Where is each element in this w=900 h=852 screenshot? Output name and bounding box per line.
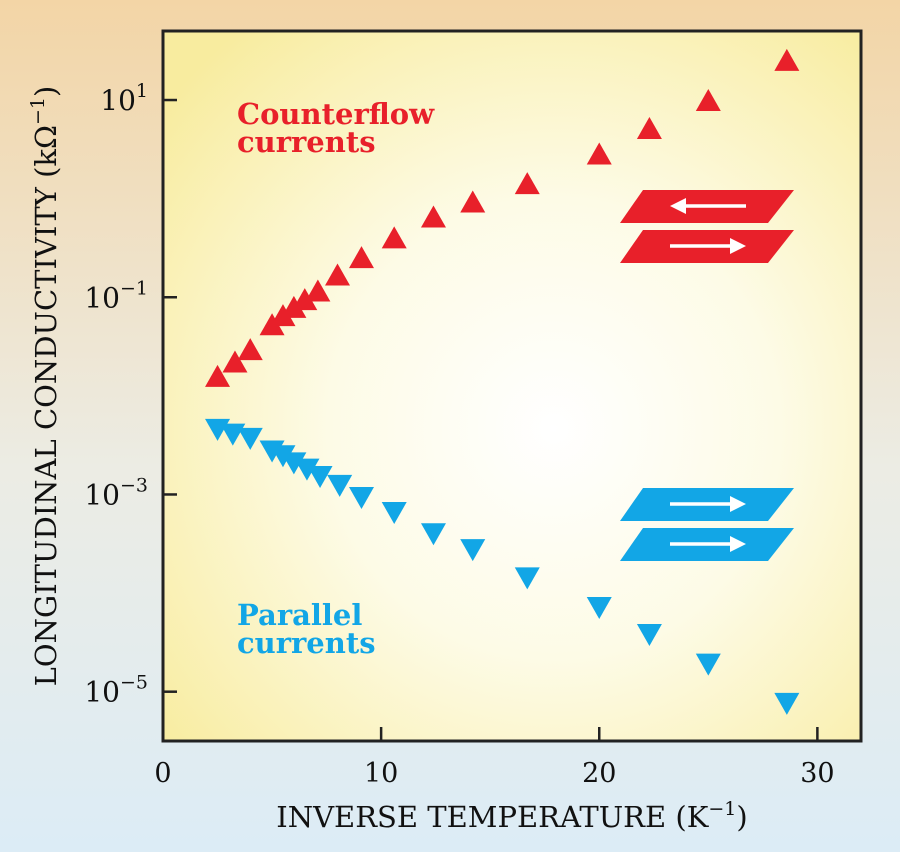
parallel-marker [420, 523, 446, 546]
parallel-marker [586, 597, 612, 620]
axis-ticks: 0 10 20 30 101 10−1 10−3 10−5 [84, 80, 834, 789]
x-tick-label: 0 [154, 758, 171, 789]
y-tick-label: 10−5 [84, 672, 148, 709]
x-axis-label: INVERSE TEMPERATURE (K−1) [276, 798, 747, 834]
parallel-marker [281, 452, 307, 475]
parallel-marker [695, 653, 721, 676]
arrow-left-icon [670, 198, 686, 214]
y-tick-label: 10−3 [84, 474, 148, 511]
plot-area [161, 29, 863, 743]
counterflow-planes-icon [620, 190, 794, 263]
counterflow-marker [281, 295, 307, 318]
counterflow-marker [205, 364, 231, 387]
counterflow-marker [325, 263, 350, 286]
counterflow-marker [381, 226, 407, 249]
parallel-marker [514, 567, 540, 590]
counterflow-marker [514, 172, 540, 195]
counterflow-marker [460, 190, 486, 213]
parallel-marker [327, 474, 353, 497]
series-label-line: currents [237, 626, 376, 660]
parallel-marker [294, 458, 320, 481]
counterflow-marker [222, 350, 248, 373]
x-tick-label: 20 [582, 758, 616, 789]
counterflow-marker [270, 304, 296, 327]
series-label-line: Parallel [237, 598, 362, 632]
counterflow-marker [348, 246, 374, 269]
data-markers [205, 48, 800, 715]
y-tick-label: 10−1 [84, 277, 148, 314]
series-label-line: Counterflow [237, 97, 435, 131]
arrow-right-icon [730, 496, 746, 512]
x-tick-label: 10 [364, 758, 398, 789]
parallel-marker [381, 502, 407, 525]
parallel-marker [636, 623, 662, 646]
counterflow-marker [774, 48, 800, 71]
parallel-marker [348, 486, 374, 509]
series-label-line: currents [237, 125, 376, 159]
counterflow-marker [237, 338, 263, 361]
parallel-marker [270, 445, 296, 468]
counterflow-marker [586, 142, 612, 165]
arrow-right-icon [730, 536, 746, 552]
counterflow-marker [305, 279, 331, 302]
counterflow-marker [695, 89, 721, 112]
parallel-marker [307, 465, 333, 488]
y-axis-label-exponent: −1 [27, 97, 49, 125]
counterflow-marker [636, 116, 662, 139]
parallel-marker [774, 692, 800, 715]
parallel-planes-icon [620, 488, 794, 561]
counterflow-marker [292, 288, 318, 311]
counterflow-marker [420, 205, 446, 228]
x-tick-label: 30 [800, 758, 834, 789]
y-tick-label: 101 [100, 80, 148, 117]
parallel-marker [237, 427, 263, 450]
y-axis-label: LONGITUDINAL CONDUCTIVITY (kΩ−1) [27, 86, 63, 687]
arrow-right-icon [730, 238, 746, 254]
icons-layer [620, 190, 794, 561]
parallel-marker [460, 539, 486, 562]
x-axis-label-exponent: −1 [708, 798, 736, 820]
